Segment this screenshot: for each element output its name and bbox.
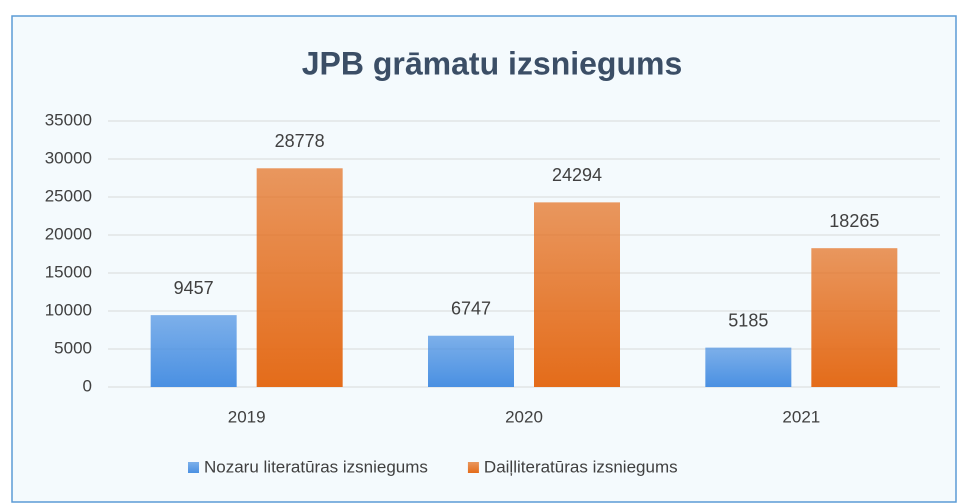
bar [256, 168, 343, 387]
bar [150, 315, 237, 387]
data-label: 9457 [174, 278, 214, 298]
y-tick-label: 35000 [45, 110, 92, 129]
x-tick-label: 2021 [782, 407, 820, 426]
bar [811, 248, 898, 387]
x-tick-label: 2019 [228, 407, 266, 426]
chart-title: JPB grāmatu izsniegums [302, 45, 683, 81]
legend-swatch [467, 462, 479, 473]
data-label: 6747 [451, 298, 491, 318]
y-tick-label: 15000 [45, 262, 92, 281]
y-tick-label: 30000 [45, 148, 92, 167]
data-label: 5185 [728, 310, 768, 330]
legend-label: Daiļliteratūras izsniegums [484, 457, 678, 476]
legend-swatch [188, 462, 199, 473]
chart-background [11, 15, 957, 503]
y-tick-label: 0 [83, 376, 92, 395]
data-label: 28778 [275, 131, 325, 151]
data-label: 18265 [829, 211, 879, 231]
bar [428, 335, 514, 387]
x-tick-label: 2020 [505, 407, 543, 426]
y-tick-label: 5000 [54, 338, 92, 357]
bar [705, 347, 792, 387]
y-tick-label: 10000 [45, 300, 92, 319]
bar [534, 202, 620, 387]
y-tick-label: 20000 [45, 224, 92, 243]
data-label: 24294 [552, 165, 602, 185]
legend-label: Nozaru literatūras izsniegums [204, 457, 428, 476]
y-tick-label: 25000 [45, 186, 92, 205]
